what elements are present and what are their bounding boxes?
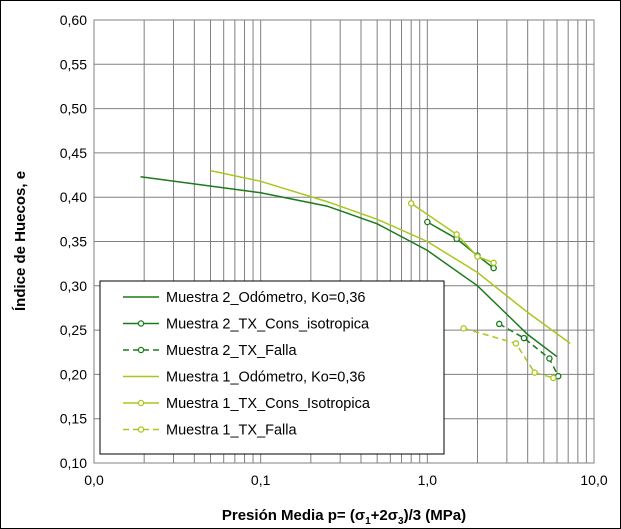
y-tick-label: 0,20 [60,366,87,382]
legend-swatch-marker [137,426,145,433]
x-axis-title: Presión Media p= (σ1+2σ3)/3 (MPa) [222,507,466,527]
data-point [531,369,538,376]
y-tick-label: 0,10 [60,455,87,471]
y-tick-label: 0,30 [60,278,87,294]
y-tick-label: 0,35 [60,234,87,250]
legend-box [99,280,445,455]
legend-entry: Muestra 1_TX_Cons_Isotropica [123,396,371,412]
data-point [512,340,520,347]
series-line [140,176,558,358]
legend-label: Muestra 1_TX_Cons_Isotropica [166,396,371,412]
x-axis-title-part: +2σ [371,507,398,524]
y-tick-label: 0,45 [60,145,87,161]
x-axis-tick-labels: 0,0 0,1 1,0 10,0 [84,472,608,488]
legend-label: Muestra 1_TX_Falla [166,423,297,439]
legend-swatch-marker [137,399,145,407]
plot-border [93,19,595,464]
data-point [550,374,557,382]
legend-entry: Muestra 2_TX_Falla [123,343,297,359]
series-line [210,169,571,345]
legend-label: Muestra 1_Odómetro, Ko=0,36 [166,370,366,386]
x-tick-label: 10,0 [580,472,607,488]
y-axis-title: Índice de Huecos, e [12,171,29,311]
x-axis-title-part: )/3 (MPa) [404,507,467,524]
series [210,169,571,345]
data-point [424,218,431,226]
data-point [490,264,497,272]
legend-label: Muestra 2_TX_Cons_isotropica [166,317,370,333]
data-point [546,355,553,362]
y-tick-label: 0,50 [60,101,87,117]
x-axis-title-subscript: 1 [365,516,371,527]
series [140,176,558,358]
legend: Muestra 2_Odómetro, Ko=0,36 Muestra 2_TX_… [99,280,445,455]
data-point [520,334,528,342]
data-point [460,325,467,332]
series [495,320,562,380]
legend-label: Muestra 2_Odómetro, Ko=0,36 [166,290,366,306]
series [460,325,557,382]
data-point [495,320,503,328]
series-layer [140,169,571,382]
series-line [410,202,494,264]
x-tick-label: 1,0 [418,472,438,488]
data-point [453,231,460,238]
legend-entry: Muestra 2_Odómetro, Ko=0,36 [123,290,366,306]
series-line [463,327,554,379]
y-tick-label: 0,15 [60,411,87,427]
data-point [490,259,497,267]
legend-entry: Muestra 1_TX_Falla [123,423,297,439]
legend-label: Muestra 2_TX_Falla [166,343,297,359]
series [407,200,497,267]
legend-swatch-marker [137,346,145,354]
y-tick-label: 0,55 [60,56,87,72]
x-axis-title-subscript: 3 [398,516,404,527]
series [424,218,497,272]
data-point [407,200,415,207]
series-line [426,221,495,269]
series-line [498,323,559,377]
legend-entry: Muestra 2_TX_Cons_isotropica [123,317,370,333]
x-axis-title-part: Presión Media p= (σ [222,507,365,524]
legend-entry: Muestra 1_Odómetro, Ko=0,36 [123,370,366,386]
y-tick-label: 0,25 [60,322,87,338]
y-axis-tick-labels: 0,10 0,15 0,20 0,25 0,30 0,35 0,40 0,45 0,50 0,55… [60,12,87,471]
y-tick-label: 0,40 [60,189,87,205]
x-tick-label: 0,0 [84,472,104,488]
legend-swatch-marker [137,320,145,327]
data-point [474,253,481,260]
y-tick-label: 0,60 [60,12,87,28]
x-tick-label: 0,1 [251,472,271,488]
